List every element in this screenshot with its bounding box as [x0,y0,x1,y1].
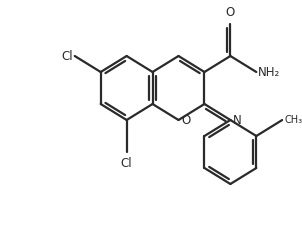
Text: O: O [226,6,235,19]
Text: CH₃: CH₃ [284,115,302,125]
Text: N: N [233,114,242,126]
Text: O: O [181,114,191,126]
Text: Cl: Cl [61,49,73,62]
Text: Cl: Cl [121,157,133,170]
Text: NH₂: NH₂ [258,65,281,79]
